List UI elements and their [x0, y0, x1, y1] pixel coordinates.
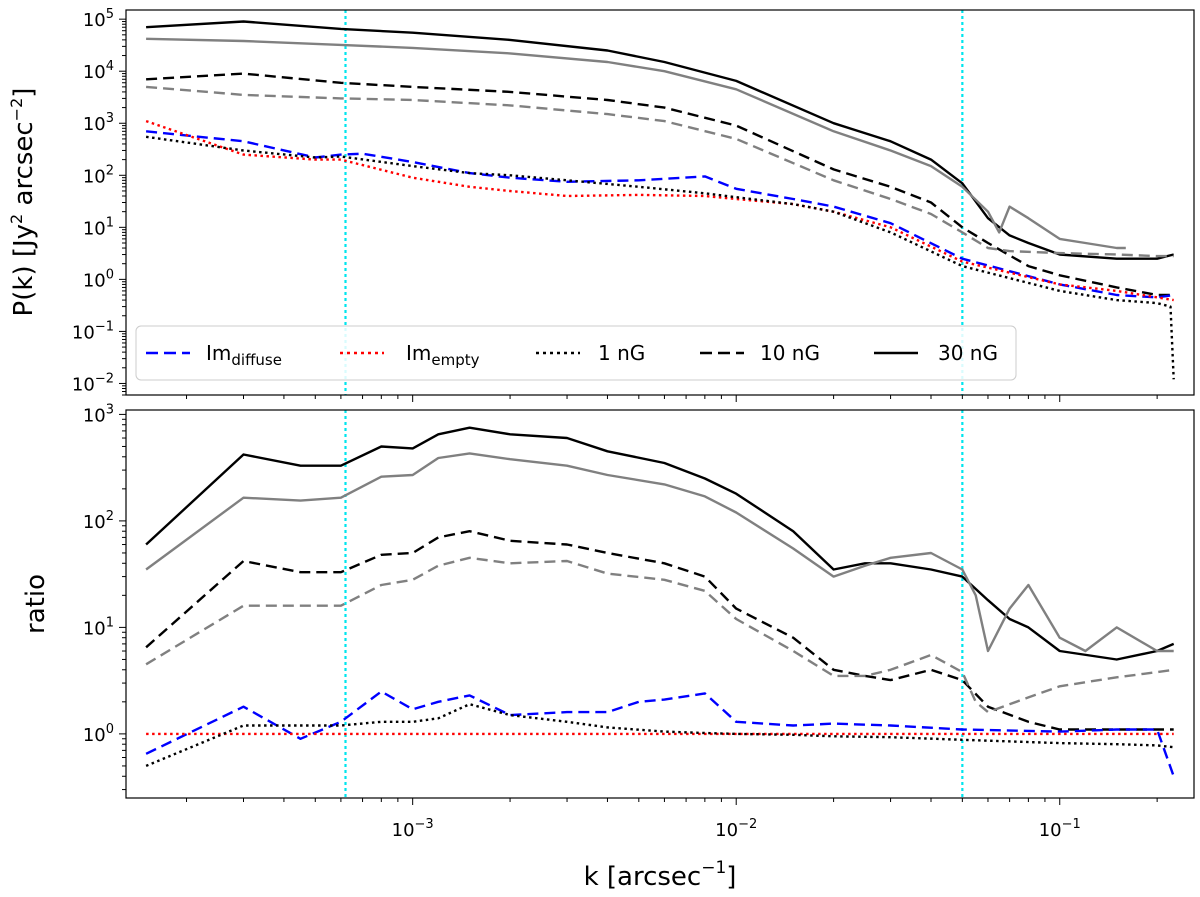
bottom-x-tick-label: 10−1 [1039, 817, 1081, 841]
legend-box [135, 325, 1017, 381]
top-series-group [145, 20, 1175, 380]
top-series-10-ng [146, 72, 1174, 297]
top-y-axis-label: P(k) [Jy2 arcsec−2] [7, 88, 39, 317]
top-y-tick-label: 100 [83, 267, 114, 291]
bottom-y-tick-label: 102 [83, 509, 114, 533]
legend-entry-10ng: 10 nG [700, 341, 820, 365]
top-series-im-empty [145, 119, 1174, 302]
bottom-series-im-diffuse [145, 690, 1175, 777]
bottom-y-axis-label: ratio [21, 574, 51, 634]
legend-entry-30ng: 30 nG [874, 341, 998, 365]
top-series-1-ng [145, 135, 1175, 380]
top-x-ticks [186, 395, 1158, 402]
legend-label-10ng: 10 nG [760, 341, 820, 365]
bottom-vertical-lines [344, 410, 964, 798]
bottom-y-tick-label: 101 [83, 615, 114, 639]
bottom-series-1-ng [145, 703, 1174, 768]
bottom-frame [125, 409, 1195, 799]
legend-entry-1ng: 1 nG [536, 341, 645, 365]
legend-entry-im-empty: Imempty [340, 341, 480, 369]
legend-entry-im-diffuse: Imdiffuse [146, 341, 282, 369]
top-series-30-ng-grey [146, 37, 1126, 250]
bottom-panel: 103 102 101 100 10−3 10−2 10−1 ratio k [arcse… [21, 402, 1195, 892]
top-series-30-ng [146, 20, 1174, 260]
bottom-series-10-ng [145, 530, 1174, 731]
bottom-series-10-ng-grey [145, 556, 1174, 714]
bottom-y-tick-label: 100 [83, 722, 114, 746]
top-panel: 105 104 103 102 101 100 10−1 10−2 P(k) [Jy2 arc… [7, 7, 1195, 402]
top-y-tick-label: 101 [83, 215, 114, 239]
bottom-series-30-ng-grey [145, 452, 1174, 653]
top-y-tick-label: 102 [83, 163, 114, 187]
top-y-tick-label: 10−2 [72, 371, 114, 395]
top-y-tick-label: 105 [83, 7, 114, 31]
top-y-tick-label: 104 [83, 59, 114, 83]
legend: Imdiffuse Imempty 1 nG 10 nG 30 nG [135, 325, 1017, 381]
top-y-tick-label: 103 [83, 111, 114, 135]
bottom-x-tick-label: 10−2 [715, 817, 757, 841]
bottom-plot-area [126, 410, 1194, 798]
bottom-y-ticks: 103 102 101 100 [83, 402, 126, 791]
bottom-x-tick-label: 10−3 [392, 817, 434, 841]
bottom-series-30-ng [145, 426, 1175, 661]
legend-label-30ng: 30 nG [938, 341, 998, 365]
legend-label-1ng: 1 nG [598, 341, 645, 365]
top-series-10-ng-grey [146, 85, 1174, 258]
bottom-series-group [145, 426, 1175, 777]
legend-label-im-empty: Imempty [406, 341, 480, 369]
top-y-ticks: 105 104 103 102 101 100 10−1 10−2 [72, 7, 126, 396]
bottom-y-tick-label: 103 [83, 402, 114, 426]
top-y-tick-label: 10−1 [72, 319, 114, 343]
x-axis-label: k [arcsec−1] [584, 858, 737, 892]
legend-label-im-diffuse: Imdiffuse [206, 341, 282, 369]
bottom-x-ticks: 10−3 10−2 10−1 [186, 798, 1158, 841]
